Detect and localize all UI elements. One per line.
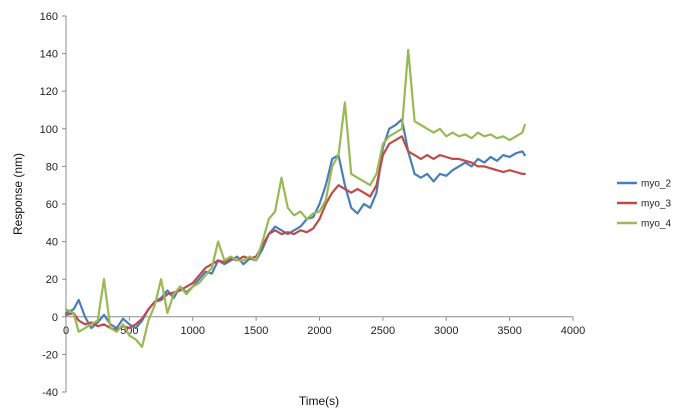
y-tick-label: 40 — [46, 237, 58, 249]
y-tick-label: 0 — [52, 312, 58, 324]
y-tick-label: 160 — [40, 11, 58, 23]
series-line-myo-3 — [64, 135, 526, 332]
y-tick-label: 80 — [46, 161, 58, 173]
y-tick-label: 20 — [46, 274, 58, 286]
x-tick-label: 2500 — [371, 325, 395, 337]
x-axis-title: Time(s) — [299, 394, 339, 408]
legend-label: myo_4 — [641, 219, 671, 230]
y-tick-label: 120 — [40, 86, 58, 98]
legend-label: myo_3 — [641, 199, 671, 210]
series-layer — [64, 48, 526, 348]
x-tick-label: 1500 — [244, 325, 268, 337]
x-tick-label: 1000 — [181, 325, 205, 337]
y-axis-title: Response (nm) — [11, 153, 25, 235]
x-tick-label: 3500 — [497, 325, 521, 337]
y-tick-label: 140 — [40, 49, 58, 61]
legend-label: myo_2 — [641, 179, 671, 190]
y-tick-label: -20 — [42, 349, 58, 361]
x-tick-label: 4000 — [561, 325, 585, 337]
series-line-myo-2 — [64, 118, 526, 330]
y-tick-label: -40 — [42, 387, 58, 399]
x-tick-label: 2000 — [307, 325, 331, 337]
y-tick-label: 100 — [40, 124, 58, 136]
y-tick-label: 60 — [46, 199, 58, 211]
series-line-myo-4 — [64, 48, 526, 348]
x-tick-label: 3000 — [434, 325, 458, 337]
x-tick-label: 0 — [63, 325, 69, 337]
chart-legend: myo_2 myo_3 myo_4 — [617, 179, 671, 230]
